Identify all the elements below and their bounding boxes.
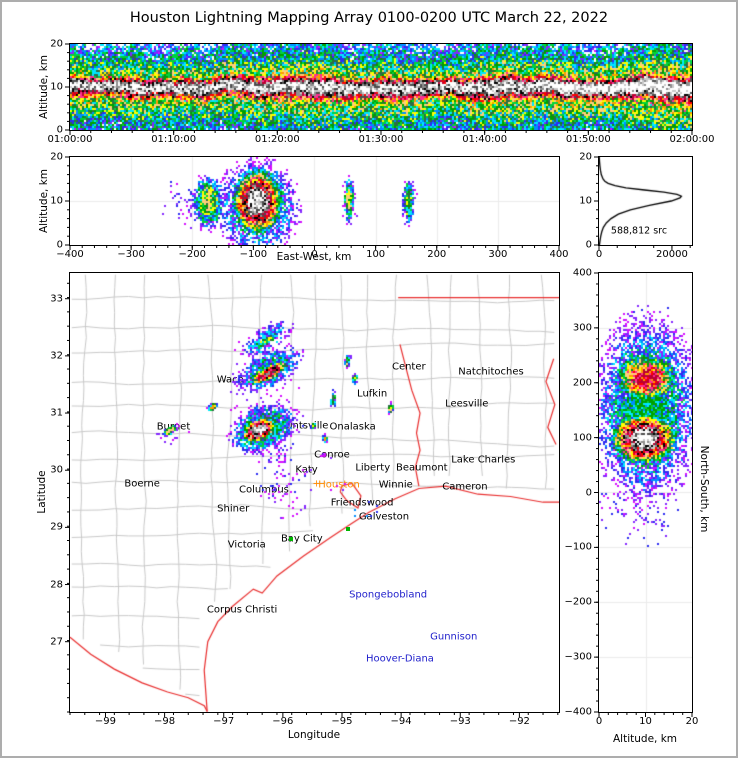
plan_map-x-tick-label: −99 [94,716,117,727]
figure-title: Houston Lightning Mapping Array 0100-020… [129,10,609,26]
plan_map-x-tick-label: −94 [390,716,412,727]
east_west-x-tick-label: 100 [366,249,386,260]
plan_map-x-tick-label: −97 [213,716,235,727]
north_south-x-tick-label: 10 [639,716,652,727]
source-histogram-canvas [599,157,692,245]
east_west-x-tick-label: −100 [239,249,268,260]
north_south-y-tick-label: 0 [585,487,592,498]
time_altitude-x-tick-label: 01:40:00 [462,134,508,145]
north_south-y-tick-label: −200 [564,596,592,608]
time_altitude-y-tick-label: 10 [50,81,63,93]
north_south-y-tick-label: −100 [564,541,592,553]
plan_map-y-tick-label: 27 [50,636,63,648]
time_altitude-x-tick-label: 01:00:00 [47,134,93,145]
source_histogram-panel [598,156,693,246]
east_west-x-tick-label: −400 [56,249,84,260]
plan_map-y-tick-label: 29 [50,521,63,533]
north_south-x-tick-label: 20 [685,716,699,727]
source_histogram-y-tick-label: 0 [585,239,592,251]
time_altitude-y-tick-label: 20 [50,38,63,50]
east_west-y-tick-label: 0 [56,239,63,251]
map-density-canvas [70,273,559,712]
plan_map-y-tick-label: 30 [50,464,63,476]
plan_map-x-tick-label: −93 [449,716,471,727]
north_south-y-tick-label: −300 [564,651,592,663]
time_altitude-x-tick-label: 01:30:00 [358,134,404,145]
north_south-y-tick-label: 100 [572,432,592,444]
plan_map-y-tick-label: 28 [50,579,63,591]
east_west-y-tick-label: 10 [50,195,63,207]
time-altitude-ylabel: Altitude, km [38,54,50,120]
east_west-x-tick-label: −200 [178,249,206,260]
east_west-y-tick-label: 20 [50,151,63,163]
map-ylabel: Latitude [36,470,48,514]
plan_map-y-tick-label: 33 [50,293,63,305]
time_altitude-x-tick-label: 01:20:00 [254,134,300,145]
source_histogram-y-tick-label: 20 [579,151,592,163]
east-west-ylabel: Altitude, km [38,168,50,234]
north_south-x-tick-label: 0 [595,716,603,727]
east_west-x-tick-label: 0 [311,249,318,260]
plan_map-x-tick-label: −92 [508,716,530,727]
source_histogram-x-tick-label: 0 [595,249,603,260]
plan_map-panel [69,272,560,713]
north-south-ylabel: North-South, km [698,445,710,533]
plan_map-y-tick-label: 32 [50,350,63,362]
time_altitude-panel [69,43,693,131]
east-west-xlabel: East-West, km [276,251,352,263]
time_altitude-y-tick-label: 0 [56,124,63,136]
source_histogram-y-tick-label: 10 [579,195,592,207]
east-west-density-canvas [70,157,559,245]
source_histogram-x-tick-label: 20000 [656,249,688,260]
plan_map-x-tick-label: −96 [272,716,294,727]
north-south-density-canvas [599,273,692,712]
source-count-label: 588,812 src [610,225,668,237]
north_south-y-tick-label: −400 [564,706,592,718]
north_south-y-tick-label: 400 [572,267,592,279]
north_south-y-tick-label: 300 [572,322,592,334]
plan_map-x-tick-label: −95 [331,716,353,727]
plan_map-y-tick-label: 31 [50,407,63,419]
east_west-x-tick-label: 400 [549,249,569,260]
time-altitude-density-canvas [70,44,692,130]
east_west-x-tick-label: 200 [427,249,447,260]
east_west-x-tick-label: 300 [488,249,508,260]
time_altitude-x-tick-label: 01:10:00 [151,134,197,145]
north_south-y-tick-label: 200 [572,377,592,389]
east_west-panel [69,156,560,246]
time_altitude-x-tick-label: 02:00:00 [669,134,715,145]
east_west-x-tick-label: −300 [117,249,145,260]
north_south-panel [598,272,693,713]
north-south-xlabel: Altitude, km [612,733,678,745]
plan_map-x-tick-label: −98 [154,716,176,727]
map-xlabel: Longitude [287,729,341,741]
time_altitude-x-tick-label: 01:50:00 [565,134,611,145]
